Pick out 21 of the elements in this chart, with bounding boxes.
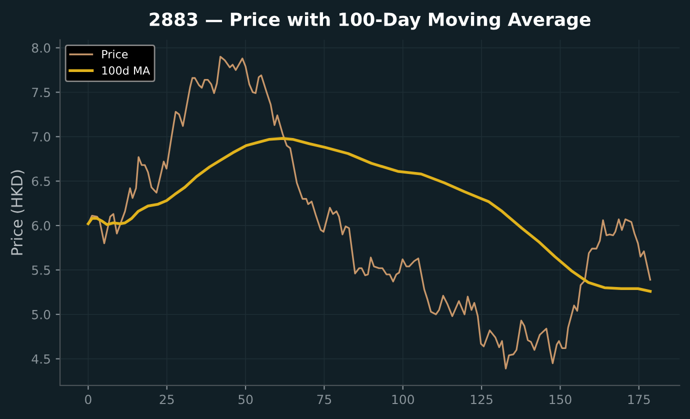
y-tick-label: 7.0: [32, 132, 50, 142]
y-tick-label: 5.5: [32, 266, 50, 275]
y-tick-label: 7.5: [32, 88, 50, 98]
x-tick-label: 0: [85, 394, 92, 404]
y-tick-label: 4.5: [32, 354, 50, 364]
x-tick-label: 175: [628, 394, 650, 404]
x-tick-label: 50: [238, 394, 253, 404]
legend-label: 100d MA: [102, 66, 150, 75]
y-tick-label: 5.0: [32, 310, 50, 320]
x-tick-label: 25: [160, 394, 174, 404]
y-tick-label: 6.0: [32, 221, 50, 230]
y-tick-label: 8.0: [32, 43, 50, 53]
chart-title: 2883 — Price with 100-Day Moving Average: [150, 12, 590, 30]
x-tick-label: 75: [317, 394, 332, 404]
x-tick-label: 100: [392, 394, 414, 404]
x-tick-label: 150: [550, 394, 572, 404]
x-tick-label: 125: [470, 394, 492, 404]
legend-label: Price: [102, 50, 128, 58]
y-tick-label: 6.5: [32, 176, 50, 186]
y-axis-title: Price (HKD): [10, 170, 24, 255]
line-series: [86, 137, 652, 293]
